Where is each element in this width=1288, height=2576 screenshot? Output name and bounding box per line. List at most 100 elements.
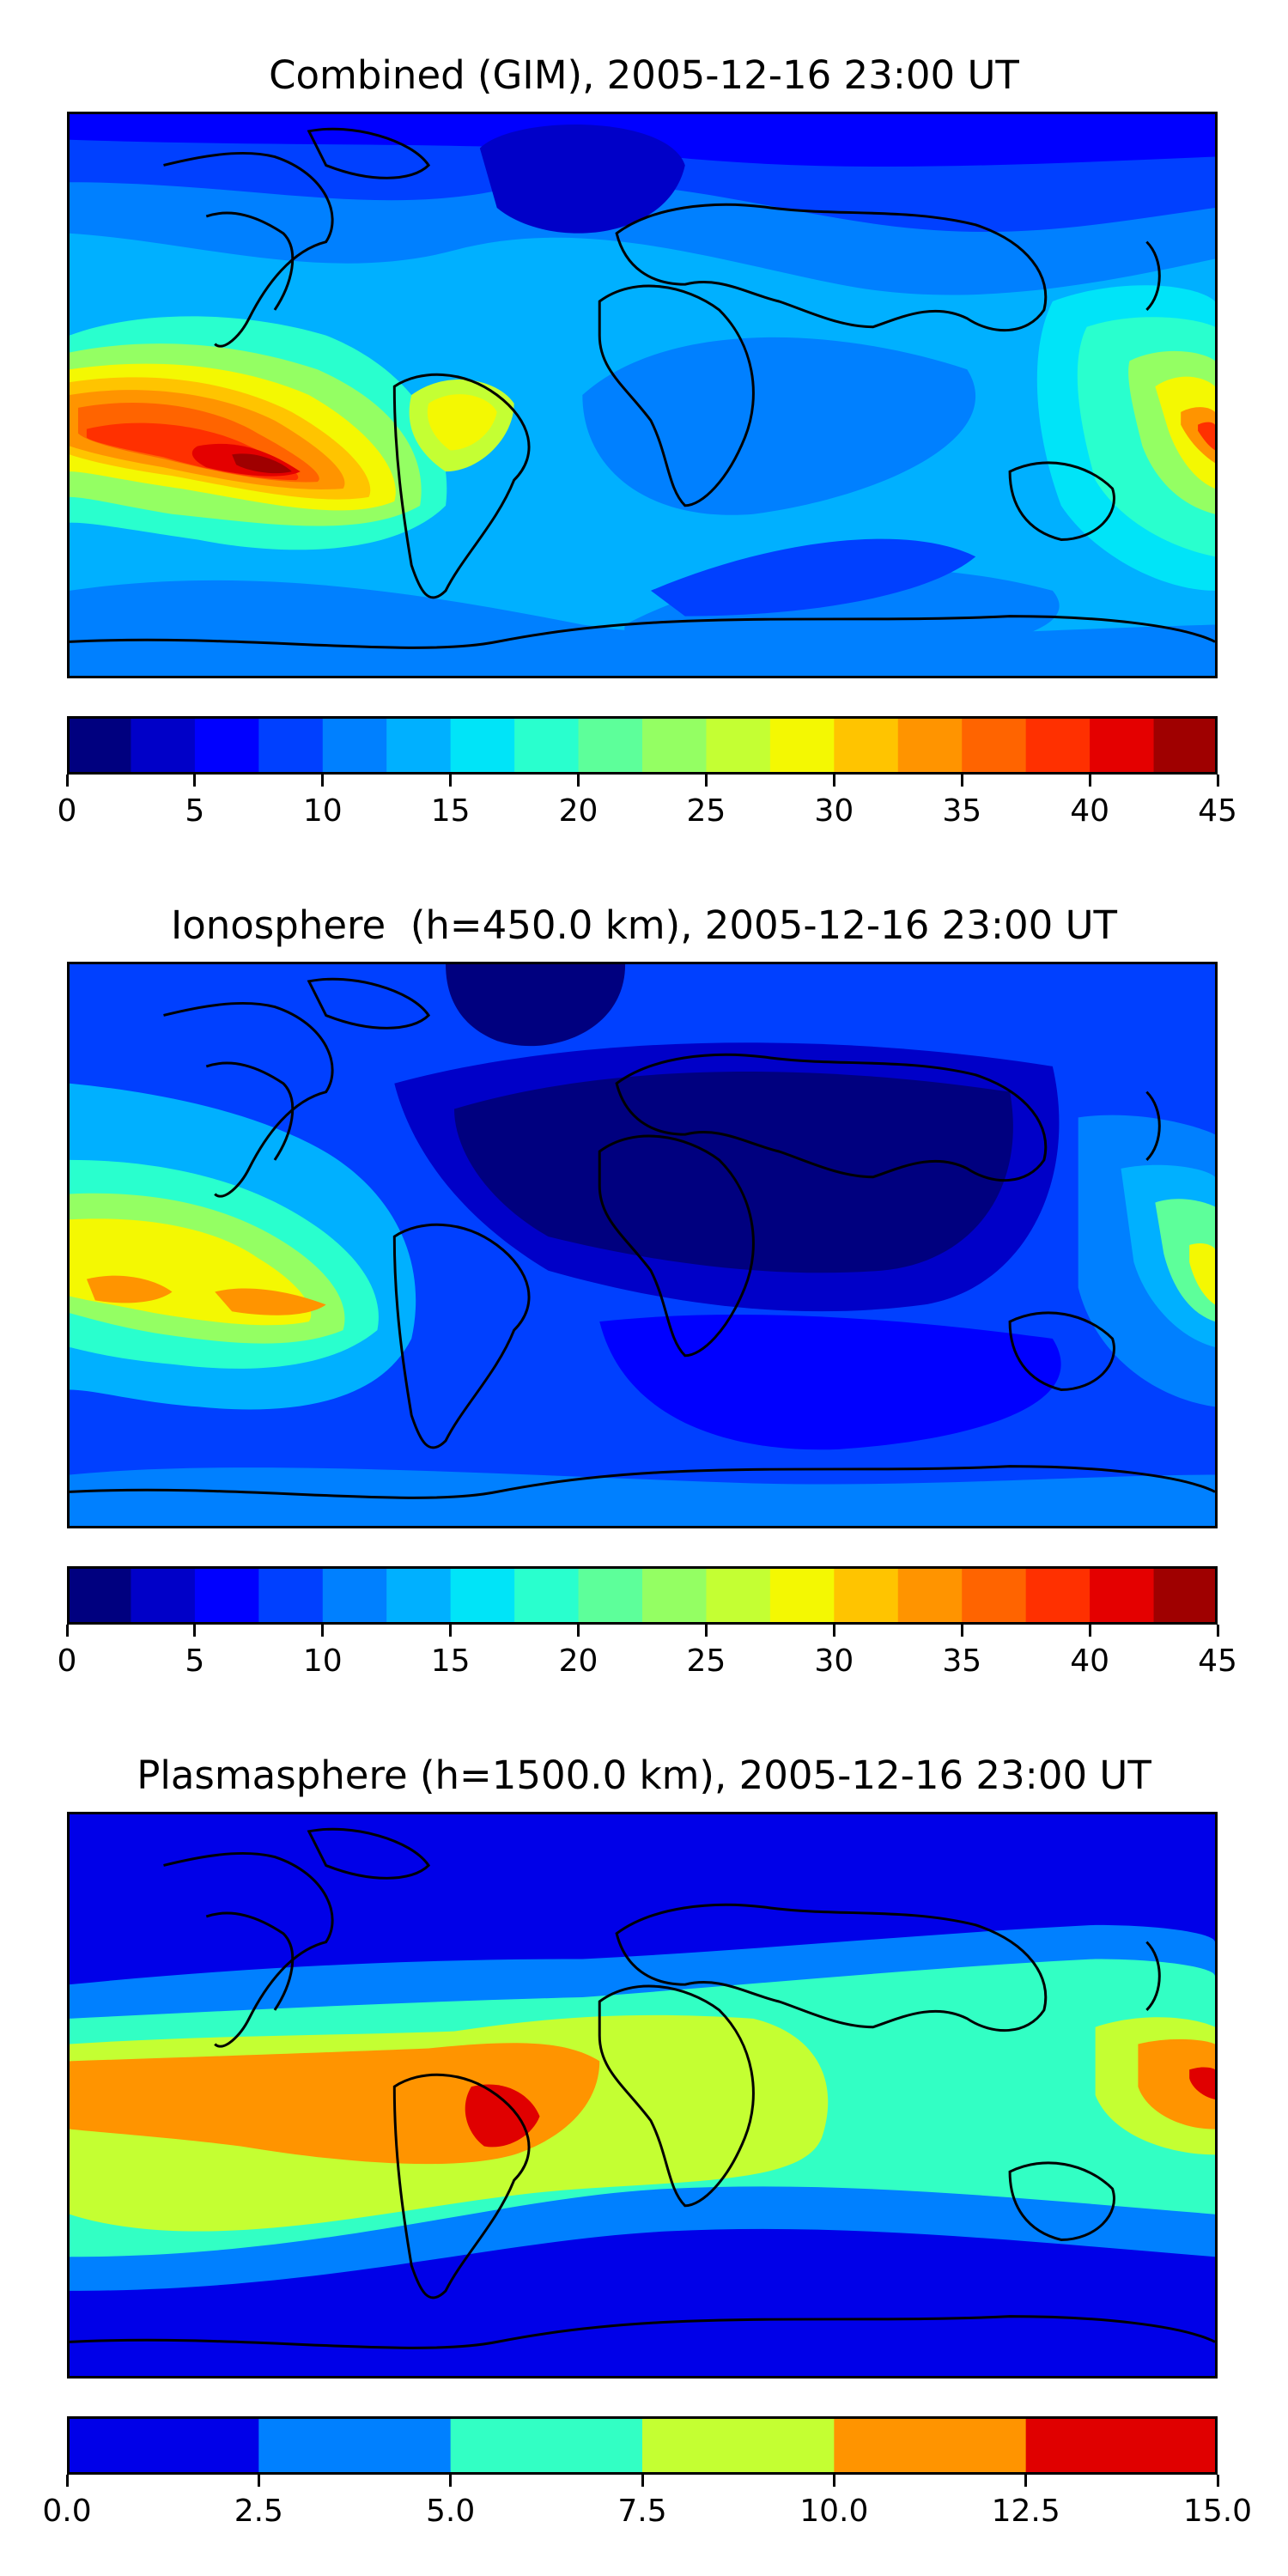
colorbar-tick-label: 5.0 [426, 2494, 476, 2529]
colorbar-tick-label: 25 [686, 793, 726, 829]
colorbar-tick-label: 15 [430, 793, 471, 829]
colorbar-segment [834, 716, 899, 775]
map-plasmasphere [67, 1812, 1218, 2379]
colorbar-tick-label: 30 [814, 793, 854, 829]
colorbar-segment [1025, 2416, 1218, 2475]
colorbar-segment [1090, 1566, 1155, 1625]
tec-contour-map [70, 964, 1215, 1526]
colorbar-segment [642, 716, 707, 775]
colorbar-segment [322, 716, 387, 775]
colorbar-tick-label: 5 [185, 793, 205, 829]
colorbar-tick-label: 10 [302, 1643, 343, 1679]
colorbar-tick [577, 775, 580, 787]
colorbar [67, 2416, 1218, 2475]
colorbar-tick [193, 1625, 197, 1637]
colorbar-tick [960, 1625, 963, 1637]
colorbar-segment [1090, 716, 1155, 775]
colorbar-segment [258, 716, 324, 775]
colorbar-ticks: 0.0 2.5 5.0 7.5 10.0 12.5 15.0 [42, 2475, 1252, 2529]
colorbar-tick-label: 40 [1070, 1643, 1110, 1679]
colorbar-border [67, 716, 1218, 775]
colorbar-tick [704, 1625, 708, 1637]
colorbar-segment [834, 1566, 899, 1625]
colorbar-ticks: 0 5 10 15 20 25 30 35 40 45 [58, 775, 1237, 829]
colorbar-tick-label: 7.5 [617, 2494, 667, 2529]
colorbar-segment [642, 1566, 707, 1625]
colorbar-segment [834, 2416, 1027, 2475]
colorbar-segment [1025, 716, 1091, 775]
colorbar-segment [194, 1566, 259, 1625]
colorbar-segment [450, 716, 515, 775]
tec-contour-map [70, 1814, 1215, 2376]
colorbar-tick [960, 775, 963, 787]
colorbar-segment [642, 2416, 835, 2475]
colorbar-tick [65, 775, 69, 787]
colorbar-segment [769, 716, 835, 775]
colorbar-segment [514, 716, 580, 775]
colorbar-tick-label: 45 [1198, 1643, 1237, 1679]
colorbar-tick [832, 2475, 835, 2487]
colorbar-tick [641, 2475, 644, 2487]
colorbar-segment [386, 716, 452, 775]
colorbar-segment [706, 716, 771, 775]
colorbar-tick [1088, 775, 1091, 787]
colorbar-tick-label: 0.0 [42, 2494, 92, 2529]
colorbar-tick-label: 20 [558, 793, 598, 829]
colorbar-tick-label: 0 [57, 793, 77, 829]
colorbar [67, 1566, 1218, 1625]
colorbar-segment [322, 1566, 387, 1625]
colorbar-tick [1216, 1625, 1219, 1637]
colorbar-segment [258, 1566, 324, 1625]
colorbar-segment [1025, 1566, 1091, 1625]
panel-title: Ionosphere (h=450.0 km), 2005-12-16 23:0… [170, 902, 1118, 948]
colorbar-gradient [67, 716, 1218, 775]
colorbar-segment [450, 2416, 643, 2475]
colorbar-tick-label: 35 [942, 793, 982, 829]
colorbar-segment [962, 716, 1027, 775]
colorbar [67, 716, 1218, 775]
colorbar-tick [1216, 775, 1219, 787]
colorbar-tick-label: 10 [302, 793, 343, 829]
colorbar-tick-label: 15.0 [1182, 2494, 1253, 2529]
colorbar-segment [897, 1566, 963, 1625]
colorbar-segment [67, 716, 131, 775]
colorbar-tick [449, 1625, 453, 1637]
colorbar-tick-label: 0 [57, 1643, 77, 1679]
colorbar-segment [67, 1566, 131, 1625]
colorbar-gradient [67, 2416, 1218, 2475]
colorbar-tick-label: 12.5 [991, 2494, 1060, 2529]
colorbar-segment [386, 1566, 452, 1625]
colorbar-segment [769, 1566, 835, 1625]
tec-contour-map [70, 114, 1215, 676]
colorbar-tick [449, 2475, 453, 2487]
panel-title: Combined (GIM), 2005-12-16 23:00 UT [269, 52, 1019, 98]
colorbar-segment [450, 1566, 515, 1625]
colorbar-segment [131, 1566, 196, 1625]
colorbar-ticks: 0 5 10 15 20 25 30 35 40 45 [58, 1625, 1237, 1679]
colorbar-segment [67, 2416, 259, 2475]
colorbar-tick [832, 1625, 835, 1637]
colorbar-tick-label: 35 [942, 1643, 982, 1679]
colorbar-segment [131, 716, 196, 775]
colorbar-tick-label: 30 [814, 1643, 854, 1679]
colorbar-segment [1153, 716, 1218, 775]
colorbar-tick [1088, 1625, 1091, 1637]
colorbar-tick [193, 775, 197, 787]
colorbar-segment [706, 1566, 771, 1625]
colorbar-segment [258, 2416, 452, 2475]
colorbar-tick [321, 775, 325, 787]
colorbar-tick [257, 2475, 260, 2487]
colorbar-tick-label: 40 [1070, 793, 1110, 829]
colorbar-tick-label: 2.5 [234, 2494, 283, 2529]
colorbar-tick-label: 15 [430, 1643, 471, 1679]
colorbar-tick [321, 1625, 325, 1637]
colorbar-tick [449, 775, 453, 787]
panel-title: Plasmasphere (h=1500.0 km), 2005-12-16 2… [137, 1753, 1151, 1798]
colorbar-segment [897, 716, 963, 775]
colorbar-tick-label: 5 [185, 1643, 205, 1679]
colorbar-segment [962, 1566, 1027, 1625]
colorbar-segment [1153, 1566, 1218, 1625]
colorbar-segment [194, 716, 259, 775]
colorbar-segment [514, 1566, 580, 1625]
colorbar-segment [578, 1566, 643, 1625]
